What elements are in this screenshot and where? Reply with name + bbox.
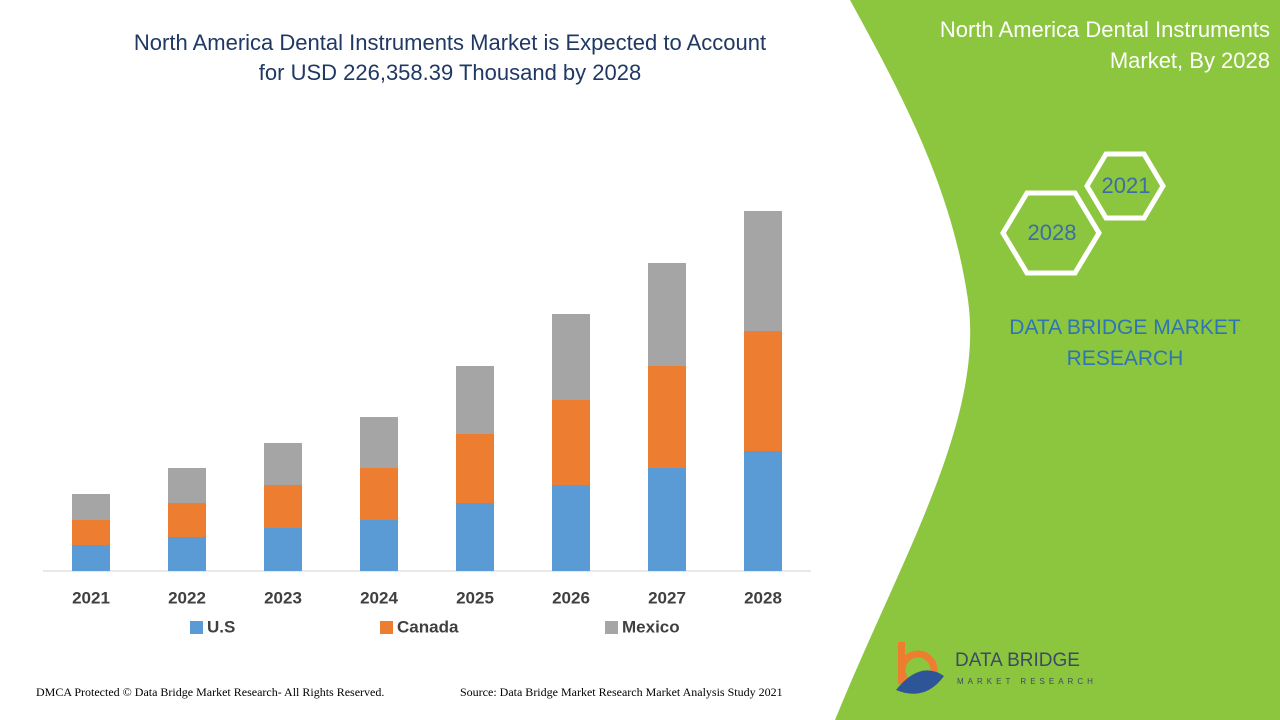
x-tick-label: 2025 bbox=[456, 588, 494, 607]
hex-year: 2021 bbox=[1102, 173, 1151, 198]
bar-segment bbox=[72, 520, 110, 545]
bar-segment bbox=[360, 520, 398, 571]
bar-segment bbox=[264, 528, 302, 571]
bar-segment bbox=[264, 485, 302, 528]
x-tick-label: 2021 bbox=[72, 588, 110, 607]
logo-tagline: MARKET RESEARCH bbox=[957, 677, 1097, 686]
hex-year: 2028 bbox=[1028, 220, 1077, 245]
bar-segment bbox=[168, 503, 206, 537]
bar-segment bbox=[744, 331, 782, 451]
x-tick-label: 2028 bbox=[744, 588, 782, 607]
side-panel bbox=[835, 0, 1280, 720]
bar-segment bbox=[744, 451, 782, 571]
legend-label: Canada bbox=[397, 617, 459, 636]
logo-name: DATA BRIDGE bbox=[955, 650, 1080, 671]
bar-segment bbox=[72, 494, 110, 520]
legend-label: U.S bbox=[207, 617, 235, 636]
legend-swatch bbox=[605, 621, 618, 634]
bar-segment bbox=[648, 263, 686, 366]
x-tick-label: 2026 bbox=[552, 588, 590, 607]
hexagon bbox=[1000, 190, 1102, 276]
panel-brand: DATA BRIDGE MARKET RESEARCH bbox=[1009, 316, 1241, 370]
bar-segment bbox=[648, 468, 686, 571]
hexagon bbox=[1084, 151, 1166, 221]
x-tick-label: 2022 bbox=[168, 588, 206, 607]
bar-segment bbox=[168, 537, 206, 571]
chart-title: North America Dental Instruments Market … bbox=[133, 30, 767, 85]
bar-segment bbox=[456, 434, 494, 503]
bar-segment bbox=[456, 366, 494, 434]
logo-icon bbox=[896, 642, 944, 694]
legend-label: Mexico bbox=[622, 617, 680, 636]
bar-segment bbox=[744, 211, 782, 331]
footer-right: Source: Data Bridge Market Research Mark… bbox=[460, 685, 783, 699]
x-tick-label: 2023 bbox=[264, 588, 302, 607]
bar-segment bbox=[360, 468, 398, 520]
bar-segment bbox=[456, 503, 494, 571]
footer-left: DMCA Protected © Data Bridge Market Rese… bbox=[36, 685, 384, 699]
bar-segment bbox=[552, 314, 590, 400]
panel-title: North America Dental Instruments Market,… bbox=[939, 17, 1270, 73]
bar-segment bbox=[72, 545, 110, 571]
bar-segment bbox=[552, 485, 590, 571]
bar-segment bbox=[168, 468, 206, 503]
legend-swatch bbox=[380, 621, 393, 634]
bar-segment bbox=[264, 443, 302, 485]
legend-swatch bbox=[190, 621, 203, 634]
bar-segment bbox=[360, 417, 398, 468]
x-tick-label: 2024 bbox=[360, 588, 398, 607]
bar-segment bbox=[648, 366, 686, 468]
bar-segment bbox=[552, 400, 590, 485]
x-tick-label: 2027 bbox=[648, 588, 686, 607]
